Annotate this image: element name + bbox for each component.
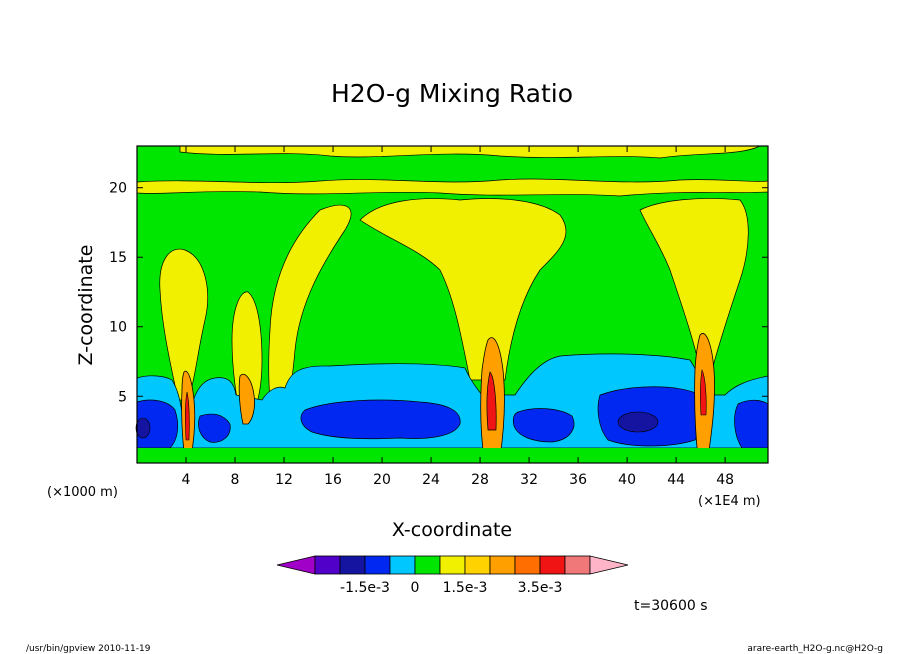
x-axis-unit-left: (×1000 m) [47, 485, 118, 500]
colorbar-swatch [464, 555, 491, 575]
contour-dry-pocket-4 [734, 399, 769, 449]
y-axis-ticks: 5 10 15 20 [109, 181, 127, 406]
contour-dry-pocket-2 [300, 399, 461, 440]
colorbar-swatch [439, 555, 466, 575]
colorbar-tick-label: 0 [411, 580, 420, 596]
colorbar-over-triangle [589, 555, 629, 575]
convective-column-3-core [486, 371, 497, 431]
contour-surface-layer [137, 448, 768, 463]
colorbar-swatch [489, 555, 516, 575]
x-tick-label: 36 [569, 472, 587, 488]
colorbar-swatch [514, 555, 541, 575]
x-tick-label: 4 [182, 472, 191, 488]
colorbar-swatch [414, 555, 441, 575]
contour-dry-core-1 [135, 417, 151, 439]
colorbar-swatch [389, 555, 416, 575]
contour-plume-4 [359, 198, 567, 381]
colorbar-tick-label: 1.5e-3 [443, 580, 488, 596]
colorbar [276, 555, 629, 575]
contour-dry-core-2 [617, 411, 659, 433]
x-tick-label: 16 [324, 472, 342, 488]
x-tick-label: 12 [275, 472, 293, 488]
footer-right: arare-earth_H2O-g.nc@H2O-g [747, 644, 883, 654]
convective-column-4-core [700, 369, 707, 416]
x-tick-label: 28 [471, 472, 489, 488]
colorbar-tick-labels: -1.5e-3 0 1.5e-3 3.5e-3 [340, 580, 562, 596]
colorbar-swatch [339, 555, 366, 575]
y-axis-label: Z-coordinate [75, 245, 97, 366]
time-label: t=30600 s [634, 598, 708, 614]
colorbar-swatch [364, 555, 391, 575]
frame-ticks [137, 146, 768, 463]
x-tick-label: 44 [667, 472, 685, 488]
x-tick-label: 24 [422, 472, 440, 488]
colorbar-tick-label: 3.5e-3 [518, 580, 563, 596]
plot-frame [136, 145, 769, 464]
x-axis-ticks: 4 8 12 16 20 24 28 32 36 40 44 48 [182, 472, 734, 488]
chart-title: H2O-g Mixing Ratio [331, 79, 573, 108]
x-tick-label: 40 [618, 472, 636, 488]
y-tick-label: 15 [109, 250, 127, 266]
x-tick-label: 48 [716, 472, 734, 488]
colorbar-swatch [564, 555, 591, 575]
contour-dry-pocket-6 [512, 408, 575, 443]
x-tick-label: 8 [231, 472, 240, 488]
contour-plume-1 [159, 248, 208, 401]
x-axis-unit-right: (×1E4 m) [698, 494, 761, 509]
x-tick-label: 20 [373, 472, 391, 488]
x-axis-label: X-coordinate [392, 519, 512, 541]
x-tick-label: 32 [520, 472, 538, 488]
colorbar-under-triangle [276, 555, 316, 575]
contour-plume-5 [639, 198, 749, 371]
contour-dry-pocket-5 [198, 413, 231, 443]
convective-column-2 [238, 373, 255, 425]
y-tick-label: 10 [109, 320, 127, 336]
contour-top-band [179, 145, 761, 159]
y-tick-label: 5 [118, 389, 127, 405]
footer-left: /usr/bin/gpview 2010-11-19 [26, 644, 151, 654]
contour-plot-area [135, 145, 769, 464]
y-tick-label: 20 [109, 181, 127, 197]
colorbar-swatch [539, 555, 566, 575]
colorbar-swatch [314, 555, 341, 575]
convective-column-1-core [185, 391, 190, 441]
colorbar-tick-label: -1.5e-3 [340, 580, 390, 596]
